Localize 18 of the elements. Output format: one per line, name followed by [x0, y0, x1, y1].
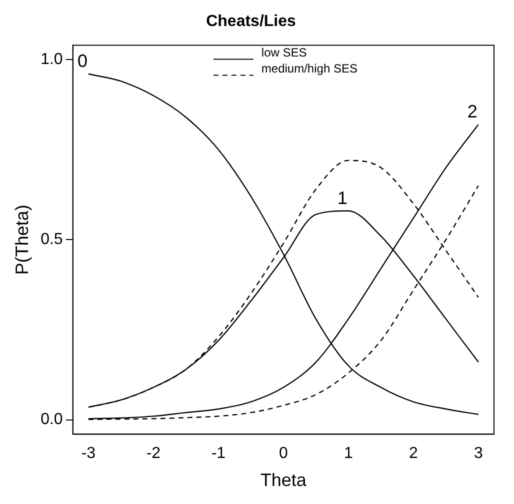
x-tick-label: -3	[81, 445, 96, 462]
x-axis-title: Theta	[260, 470, 308, 490]
y-tick-label: 0.0	[40, 411, 63, 428]
chart-title: Cheats/Lies	[206, 13, 296, 30]
x-tick-label: 0	[278, 445, 288, 462]
legend-label: low SES	[261, 46, 307, 60]
x-tick-label: -2	[146, 445, 161, 462]
x-tick-label: -1	[211, 445, 226, 462]
x-tick-label: 2	[408, 445, 418, 462]
y-tick-label: 0.5	[40, 231, 63, 248]
y-axis-title: P(Theta)	[12, 204, 32, 275]
x-tick-label: 3	[474, 445, 483, 462]
annotation: 0	[77, 50, 88, 71]
x-tick-label: 1	[344, 445, 353, 462]
annotation: 2	[467, 101, 478, 122]
legend-label: medium/high SES	[261, 62, 358, 76]
y-tick-label: 1.0	[40, 51, 63, 68]
annotation: 1	[337, 188, 348, 208]
